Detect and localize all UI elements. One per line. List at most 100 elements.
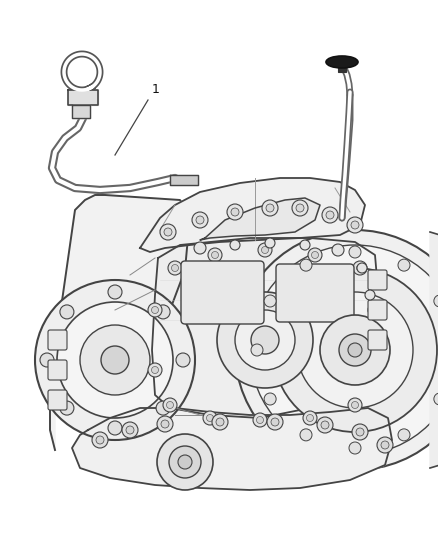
Circle shape xyxy=(203,411,217,425)
Circle shape xyxy=(365,290,375,300)
Circle shape xyxy=(398,429,410,441)
Circle shape xyxy=(60,305,74,319)
Circle shape xyxy=(161,420,169,428)
Polygon shape xyxy=(140,178,365,252)
Circle shape xyxy=(262,200,278,216)
Circle shape xyxy=(266,204,274,212)
Circle shape xyxy=(164,228,172,236)
Circle shape xyxy=(300,240,310,250)
Circle shape xyxy=(371,306,378,313)
Circle shape xyxy=(292,200,308,216)
Circle shape xyxy=(297,292,413,408)
Circle shape xyxy=(192,212,208,228)
Circle shape xyxy=(352,401,358,408)
Circle shape xyxy=(308,248,322,262)
Circle shape xyxy=(40,353,54,367)
Polygon shape xyxy=(50,195,190,450)
Circle shape xyxy=(356,428,364,436)
Circle shape xyxy=(317,417,333,433)
Circle shape xyxy=(176,353,190,367)
Circle shape xyxy=(156,305,170,319)
Circle shape xyxy=(264,393,276,405)
Circle shape xyxy=(160,224,176,240)
Circle shape xyxy=(80,325,150,395)
Circle shape xyxy=(196,216,204,224)
Circle shape xyxy=(172,264,179,271)
Circle shape xyxy=(96,436,104,444)
Circle shape xyxy=(349,442,361,454)
Circle shape xyxy=(253,413,267,427)
Circle shape xyxy=(57,302,173,418)
Circle shape xyxy=(169,446,201,478)
Circle shape xyxy=(265,238,275,248)
Circle shape xyxy=(168,261,182,275)
Circle shape xyxy=(261,246,268,254)
Circle shape xyxy=(339,334,371,366)
Circle shape xyxy=(163,398,177,412)
Circle shape xyxy=(101,346,129,374)
Circle shape xyxy=(357,264,364,271)
Circle shape xyxy=(321,421,329,429)
Text: 1: 1 xyxy=(152,83,160,96)
Circle shape xyxy=(322,207,338,223)
Circle shape xyxy=(212,414,228,430)
Circle shape xyxy=(353,261,367,275)
Circle shape xyxy=(157,416,173,432)
Polygon shape xyxy=(68,90,98,105)
Circle shape xyxy=(208,248,222,262)
Circle shape xyxy=(326,211,334,219)
Circle shape xyxy=(363,363,377,377)
Circle shape xyxy=(235,310,295,370)
Circle shape xyxy=(235,230,438,470)
Circle shape xyxy=(264,295,276,307)
Circle shape xyxy=(267,414,283,430)
Circle shape xyxy=(216,418,224,426)
Circle shape xyxy=(60,401,74,415)
Circle shape xyxy=(311,252,318,259)
FancyBboxPatch shape xyxy=(368,300,387,320)
Circle shape xyxy=(206,415,213,422)
FancyBboxPatch shape xyxy=(368,330,387,350)
Circle shape xyxy=(357,263,367,273)
Circle shape xyxy=(35,280,195,440)
Ellipse shape xyxy=(326,56,358,68)
Circle shape xyxy=(257,416,264,424)
Circle shape xyxy=(349,246,361,258)
FancyBboxPatch shape xyxy=(48,360,67,380)
Polygon shape xyxy=(72,408,392,490)
Circle shape xyxy=(258,243,272,257)
Circle shape xyxy=(381,441,389,449)
Circle shape xyxy=(231,208,239,216)
Circle shape xyxy=(108,285,122,299)
Polygon shape xyxy=(170,175,198,185)
Circle shape xyxy=(273,268,437,432)
Circle shape xyxy=(367,367,374,374)
FancyBboxPatch shape xyxy=(368,270,387,290)
Circle shape xyxy=(194,242,206,254)
Circle shape xyxy=(332,244,344,256)
Circle shape xyxy=(348,343,362,357)
Circle shape xyxy=(148,363,162,377)
FancyBboxPatch shape xyxy=(48,330,67,350)
Circle shape xyxy=(434,295,438,307)
Circle shape xyxy=(347,217,363,233)
Circle shape xyxy=(352,424,368,440)
Circle shape xyxy=(250,245,438,455)
Circle shape xyxy=(368,303,382,317)
Circle shape xyxy=(296,204,304,212)
Circle shape xyxy=(398,259,410,271)
Circle shape xyxy=(148,303,162,317)
Circle shape xyxy=(152,306,159,313)
Circle shape xyxy=(178,455,192,469)
Circle shape xyxy=(377,437,393,453)
FancyBboxPatch shape xyxy=(181,261,264,324)
Circle shape xyxy=(320,315,390,385)
Circle shape xyxy=(230,240,240,250)
Circle shape xyxy=(156,401,170,415)
Circle shape xyxy=(348,398,362,412)
Circle shape xyxy=(152,367,159,374)
Circle shape xyxy=(300,259,312,271)
FancyBboxPatch shape xyxy=(48,390,67,410)
Circle shape xyxy=(300,429,312,441)
Circle shape xyxy=(212,252,219,259)
